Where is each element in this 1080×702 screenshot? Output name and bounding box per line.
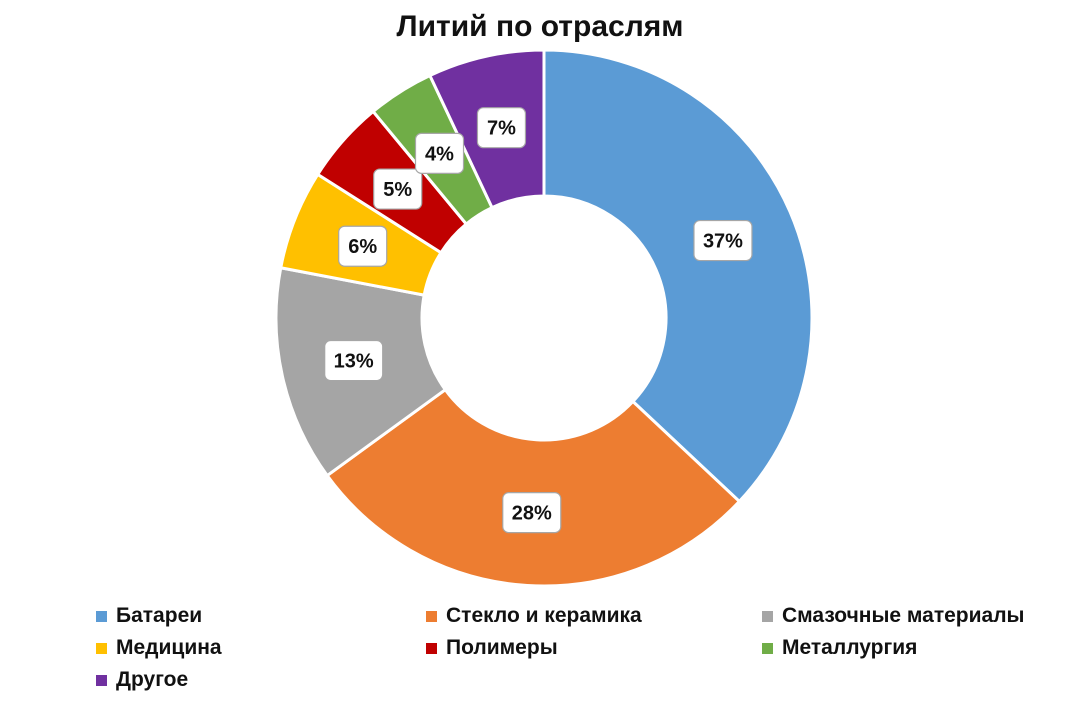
legend-label: Стекло и керамика <box>446 604 642 627</box>
data-label-text: 4% <box>425 143 454 165</box>
data-label: 13% <box>324 339 384 382</box>
legend-label: Смазочные материалы <box>782 604 1025 627</box>
data-label-box <box>476 107 527 149</box>
data-label-box <box>693 219 753 262</box>
legend-swatch <box>762 610 773 622</box>
legend-item: Другое <box>96 664 188 696</box>
data-label-box <box>324 339 384 382</box>
chart-title: Литий по отраслям <box>396 10 684 43</box>
legend-swatch <box>762 642 773 654</box>
legend-label: Медицина <box>116 636 222 659</box>
legend-swatch <box>426 610 437 622</box>
legend-item: Медицина <box>96 632 222 664</box>
legend-row: Батареи Стекло и керамика Смазочные матери… <box>96 600 1056 632</box>
legend-item: Смазочные материалы <box>762 600 1025 632</box>
data-label-text: 13% <box>334 351 374 373</box>
data-label: 5% <box>373 168 423 210</box>
data-label-text: 5% <box>383 179 412 201</box>
donut-slices <box>274 48 814 588</box>
data-label-text: 37% <box>703 231 743 253</box>
legend-swatch <box>96 674 107 686</box>
donut-slice <box>325 387 742 588</box>
legend-label: Другое <box>116 668 189 691</box>
legend-swatch <box>96 642 107 654</box>
legend-item: Металлургия <box>762 632 917 664</box>
data-label-box <box>414 132 465 174</box>
data-label-box <box>373 168 423 210</box>
data-label-text: 6% <box>348 236 377 258</box>
data-label: 4% <box>414 132 465 174</box>
data-label: 6% <box>338 225 388 267</box>
legend-item: Полимеры <box>426 632 558 664</box>
legend-swatch <box>96 610 107 622</box>
legend-label: Полимеры <box>446 636 558 659</box>
data-label-box <box>502 492 562 534</box>
legend-row: Другое <box>96 664 1056 696</box>
data-label: 7% <box>476 107 527 149</box>
legend-row: Медицина Полимеры Металлургия <box>96 632 1056 664</box>
legend-item: Стекло и керамика <box>426 600 642 632</box>
donut-data-labels: 37% 28% 13% 6% 5% 4% 7% <box>324 107 753 534</box>
legend-swatch <box>426 642 437 654</box>
legend-label: Батареи <box>116 604 203 627</box>
data-label: 28% <box>502 492 562 534</box>
data-label: 37% <box>693 219 753 262</box>
data-label-box <box>338 225 388 267</box>
legend-item: Батареи <box>96 600 202 632</box>
data-label-text: 28% <box>512 503 552 525</box>
legend-label: Металлургия <box>782 636 918 659</box>
chart-legend: Батареи Стекло и керамика Смазочные матери… <box>96 600 1056 696</box>
data-label-text: 7% <box>487 118 516 140</box>
donut-slice <box>542 48 814 504</box>
donut-chart: 37% 28% 13% 6% 5% 4% 7% <box>274 48 814 588</box>
